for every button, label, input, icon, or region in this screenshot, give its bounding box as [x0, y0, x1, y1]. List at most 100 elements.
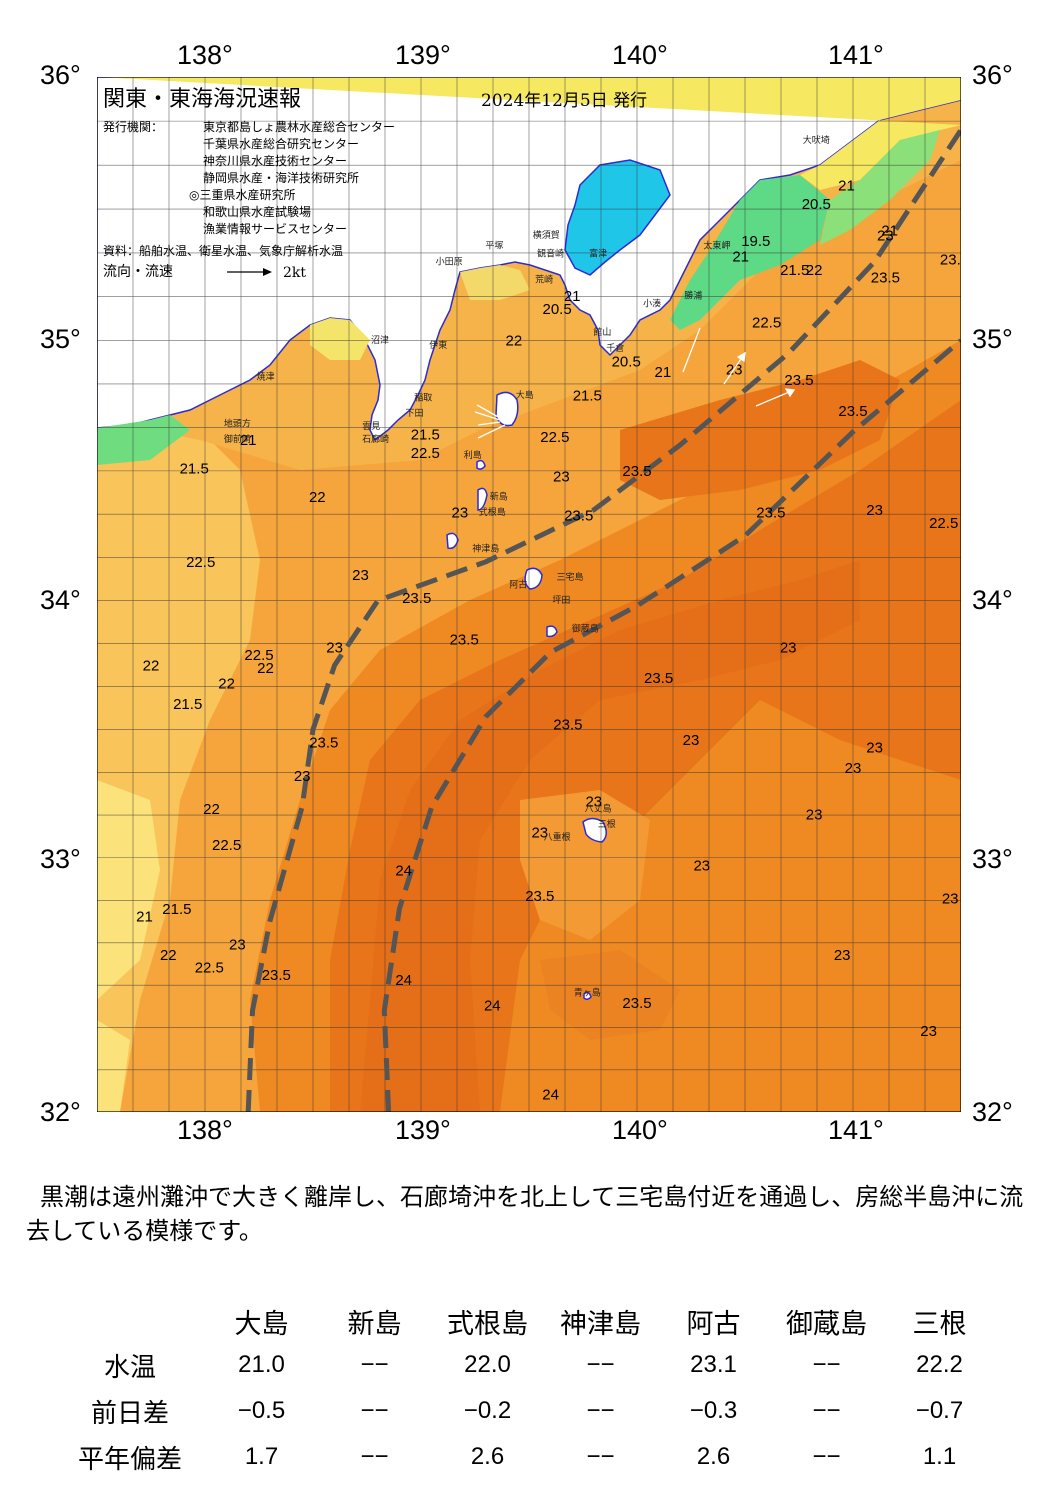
isotherm-label: 23 [294, 768, 311, 785]
isotherm-label: 19.5 [741, 233, 770, 250]
place-label: 稲取 [414, 392, 432, 404]
lon-label-bottom-138: 138° [177, 1115, 233, 1145]
place-label: 大吠埼 [803, 134, 830, 146]
isotherm-label: 23 [942, 891, 959, 908]
issuer-4: ◎三重県水産研究所 [189, 187, 295, 202]
lat-label-right-35: 35° [972, 324, 1013, 354]
place-label: 八丈島 [585, 803, 612, 815]
lat-label-right-32: 32° [972, 1097, 1013, 1127]
isotherm-label: 22 [160, 947, 177, 964]
place-label: 館山 [593, 326, 611, 338]
place-label: 雲見 [362, 421, 380, 432]
column-header: 三根 [912, 1308, 967, 1340]
isotherm-label: 23.5 [564, 507, 593, 524]
table-cell: −0.3 [689, 1397, 738, 1424]
place-label: 地頭方 [224, 418, 251, 430]
isotherm-label: 23 [352, 567, 369, 584]
lat-label-right-36: 36° [972, 60, 1013, 90]
table-cell: −0.7 [915, 1397, 964, 1424]
isotherm-label: 23.5 [553, 717, 582, 734]
place-label: 大島 [516, 389, 534, 401]
issuer-1: 千葉県水産総合研究センター [203, 136, 359, 151]
table-cell: −− [586, 1397, 615, 1424]
table-header-row: 大島 新島 式根島 神津島 阿古 御蔵島 三根 [55, 1300, 996, 1342]
current-legend-label: 流向・流速 [103, 264, 173, 280]
corner-cell [55, 1300, 205, 1342]
isotherm-label: 24 [395, 863, 412, 880]
isotherm-label: 23 [866, 740, 883, 757]
isotherm-label: 24 [395, 972, 412, 989]
isotherm-label: 23 [229, 937, 246, 954]
lon-label-bottom-140: 140° [612, 1115, 668, 1145]
table-cell: −− [586, 1443, 615, 1470]
table-cell: 1.1 [922, 1443, 957, 1470]
isotherm-label: 23.5 [644, 670, 673, 687]
isotherm-label: 22 [506, 333, 523, 350]
isotherm-label: 23.5 [622, 995, 651, 1012]
isotherm-label: 24 [484, 998, 501, 1015]
isotherm-label: 21.5 [173, 696, 202, 713]
table-cell: −0.2 [463, 1397, 512, 1424]
table-cell: −0.5 [237, 1397, 286, 1424]
issue-date: 2024年12月5日 発行 [481, 91, 647, 111]
isotherm-label: 22.5 [752, 314, 781, 331]
isotherm-label: 23 [452, 505, 469, 522]
isotherm-label: 23.5 [525, 888, 554, 905]
column-header: 阿古 [686, 1308, 741, 1340]
table-cell: −− [586, 1351, 615, 1378]
isotherm-label: 23.5 [784, 372, 813, 389]
isotherm-label: 23 [866, 502, 883, 519]
isotherm-label: 21.5 [411, 427, 440, 444]
table-cell: 23.1 [690, 1351, 737, 1378]
lat-label-left-32: 32° [40, 1097, 81, 1127]
table-row: 前日差 −0.5 −− −0.2 −− −0.3 −− −0.7 [55, 1388, 996, 1434]
isotherm-label: 22 [143, 657, 160, 674]
place-label: 石廊崎 [362, 433, 389, 445]
place-label: 荒崎 [535, 274, 553, 286]
place-label: 御前崎 [224, 433, 251, 445]
current-vectors [474, 327, 796, 439]
isotherm-label: 23.5 [871, 270, 900, 287]
place-label: 阿古 [509, 579, 527, 591]
issuer-0: 東京都島しょ農林水産総合センター [203, 119, 395, 134]
column-header: 御蔵島 [786, 1308, 867, 1340]
column-header: 式根島 [447, 1308, 528, 1340]
isotherm-label: 22 [257, 660, 274, 677]
isotherm-label: 23 [693, 858, 710, 875]
lon-label-top-141: 141° [828, 40, 884, 70]
isotherm-label: 24 [542, 1086, 559, 1103]
isotherm-label: 22.5 [540, 429, 569, 446]
lat-label-left-34: 34° [40, 585, 81, 615]
isotherm-label: 20.5 [612, 354, 641, 371]
row-label: 前日差 [90, 1398, 169, 1429]
isotherm-label: 23.5 [402, 590, 431, 607]
place-label: 三根 [598, 818, 616, 830]
table-cell: 22.2 [916, 1351, 963, 1378]
place-label: 神津島 [472, 542, 499, 554]
issuer-6: 漁業情報サービスセンター [203, 222, 347, 236]
column-header: 神津島 [560, 1308, 641, 1340]
table-cell: 2.6 [470, 1443, 505, 1470]
place-label: 小湊 [643, 297, 661, 309]
isotherm-label: 20.5 [802, 196, 831, 213]
place-label: 太東岬 [703, 240, 730, 252]
isotherm-label: 21.5 [573, 388, 602, 405]
current-legend-scale: 2kt [283, 265, 306, 281]
isotherm-label: 23.5 [309, 735, 338, 752]
lon-label-bottom-141: 141° [828, 1115, 884, 1145]
isotherm-label: 21.5 [780, 262, 809, 279]
place-label: 伊東 [429, 339, 447, 351]
isotherm-label: 21 [136, 909, 153, 926]
isotherm-label: 22.5 [244, 647, 273, 664]
lat-label-left-33: 33° [40, 844, 81, 874]
table-cell: −− [812, 1443, 841, 1470]
table-cell: 2.6 [696, 1443, 731, 1470]
table-row: 水温 21.0 −− 22.0 −− 23.1 −− 22.2 [55, 1342, 996, 1388]
isotherm-label: 21 [732, 249, 749, 266]
place-label: 新島 [490, 491, 508, 503]
isotherm-label: 21 [240, 432, 257, 449]
place-label: 利島 [464, 449, 482, 461]
place-label: 観音崎 [537, 248, 564, 260]
issuer-3: 静岡県水産・海洋技術研究所 [203, 170, 359, 185]
